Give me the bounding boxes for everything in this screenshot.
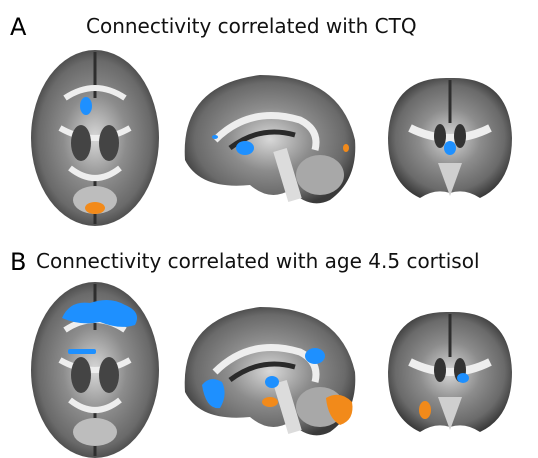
panel-letter: B: [10, 248, 26, 276]
axial-brain: [31, 50, 159, 226]
coronal-brain: [388, 312, 512, 432]
activation: [236, 141, 254, 155]
activation: [343, 144, 349, 152]
activation: [457, 373, 469, 383]
figure: A Connectivity correlated with CTQ B Con…: [0, 0, 538, 458]
panel-title: Connectivity correlated with CTQ: [86, 14, 417, 38]
panel-letter: A: [10, 13, 27, 41]
activation: [212, 135, 218, 139]
activation: [265, 376, 279, 388]
activation: [419, 401, 431, 419]
activation: [80, 97, 92, 115]
activation: [85, 202, 105, 214]
panel-title: Connectivity correlated with age 4.5 cor…: [36, 249, 480, 273]
activation: [68, 349, 96, 354]
activation: [262, 397, 278, 407]
activation: [305, 348, 325, 364]
activation: [444, 141, 456, 155]
sagittal-brain: [185, 75, 356, 203]
sagittal-brain: [185, 307, 356, 435]
coronal-brain: [388, 78, 512, 198]
